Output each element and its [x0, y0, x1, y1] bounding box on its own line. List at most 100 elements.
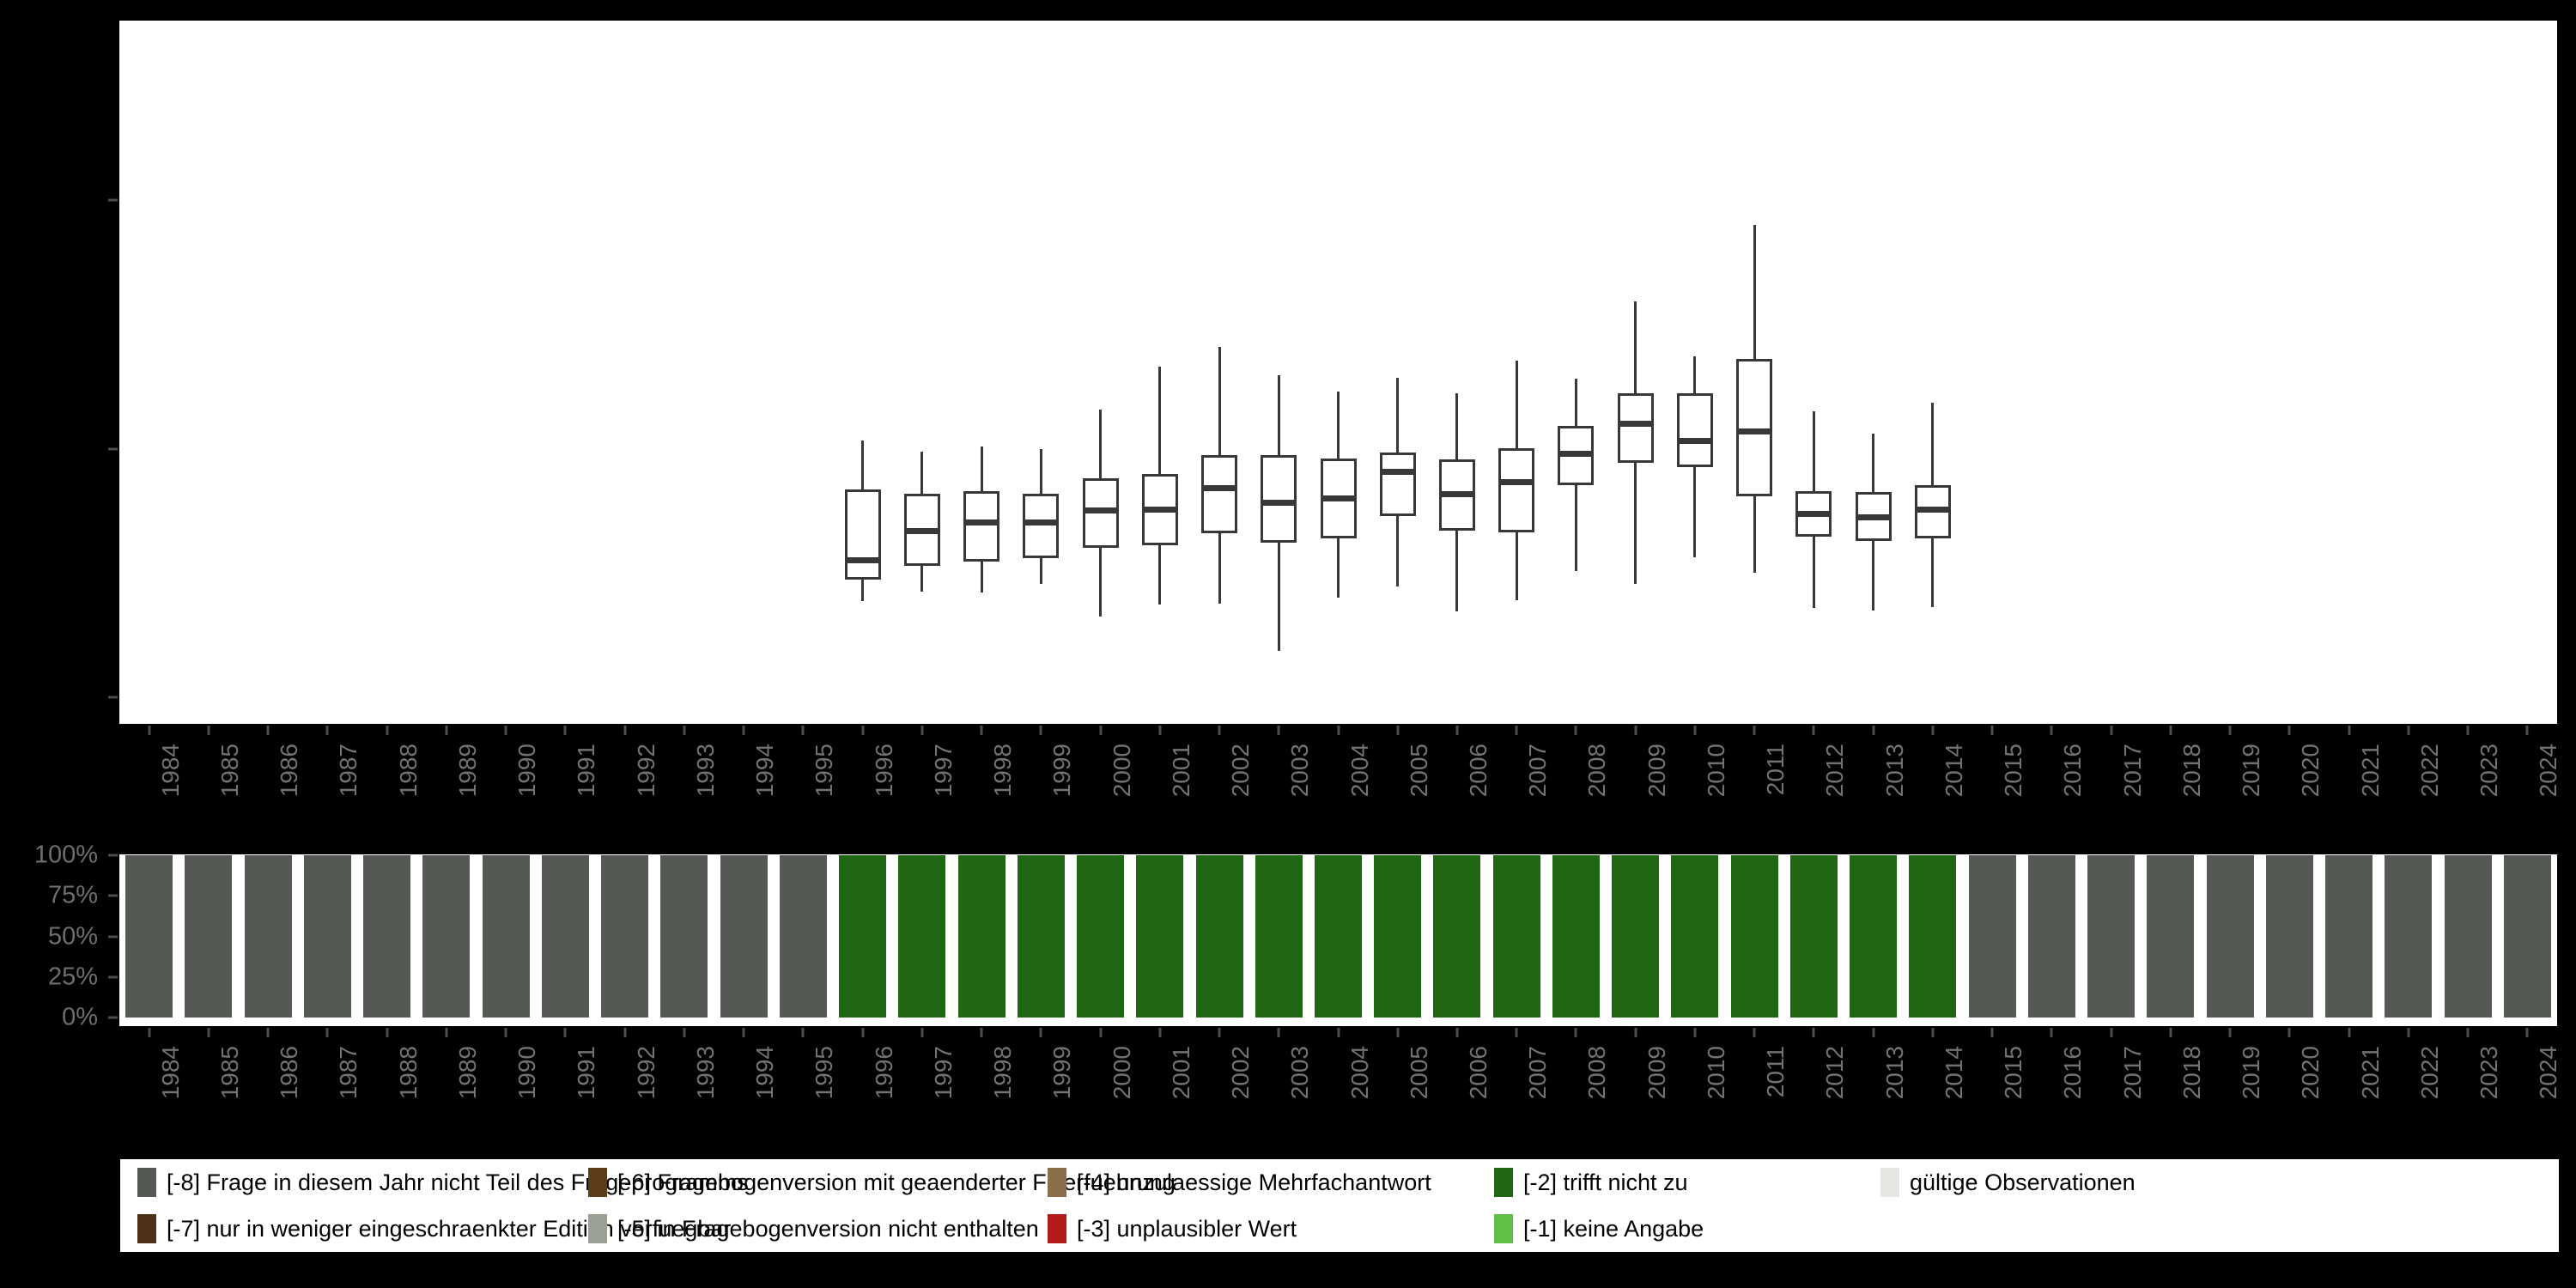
x-tick-mark: [683, 1028, 686, 1037]
x-tick-label-year: 1985: [216, 1046, 243, 1100]
boxplot-median-line: [1141, 506, 1178, 513]
bar-segment: [1789, 855, 1838, 1018]
x-tick-mark: [148, 1028, 151, 1037]
boxplot-lower-whisker: [920, 565, 924, 592]
x-tick-mark: [1277, 1028, 1280, 1037]
x-tick-mark: [2169, 726, 2172, 735]
x-tick-label-year: 1986: [276, 744, 303, 798]
boxplot-upper-whisker: [1218, 346, 1221, 456]
x-tick-label-year: 1996: [870, 744, 897, 798]
boxplot-median-line: [1736, 428, 1773, 435]
bar-segment: [898, 855, 946, 1018]
percent-tick-label: 0%: [62, 1003, 98, 1031]
legend-color-swatch: [588, 1168, 607, 1197]
x-tick-label-year: 1991: [573, 1046, 600, 1100]
bar-segment: [125, 855, 173, 1018]
x-tick-mark: [1872, 726, 1875, 735]
bar-segment: [1315, 855, 1362, 1018]
legend-item[interactable]: [-6] Fragebogenversion mit geaenderter F…: [588, 1159, 1176, 1206]
x-tick-label-year: 1999: [1048, 744, 1076, 798]
x-tick-mark: [563, 1028, 567, 1037]
boxplot-upper-whisker: [861, 440, 865, 489]
x-tick-label-year: 1993: [691, 744, 719, 798]
x-tick-mark: [386, 726, 389, 735]
legend-row: [-7] nur in weniger eingeschraenkter Edi…: [120, 1206, 2559, 1252]
boxplot-median-line: [1023, 519, 1060, 526]
bar-segment: [1374, 855, 1422, 1018]
x-tick-label-year: 2002: [1227, 1046, 1254, 1100]
legend-item[interactable]: gültige Observationen: [1880, 1159, 2136, 1206]
x-tick-label-year: 2012: [1821, 1046, 1849, 1100]
x-tick-label-year: 1999: [1048, 1046, 1076, 1100]
bar-segment: [1433, 855, 1481, 1018]
bar-segment: [2444, 855, 2492, 1018]
x-tick-mark: [1990, 726, 1994, 735]
legend-item[interactable]: [-8] Frage in diesem Jahr nicht Teil des…: [137, 1159, 749, 1206]
missing-value-bar-panel: 0% 25% 50% 75% 100% 1984 1985 1986 1987 1988 1989…: [0, 842, 2576, 1151]
x-tick-label-year: 1993: [691, 1046, 719, 1100]
x-tick-label-year: 1994: [751, 1046, 779, 1100]
boxplot-lower-whisker: [1515, 532, 1518, 600]
boxplot-upper-whisker: [920, 451, 924, 494]
x-tick-label-year: 2014: [1940, 1046, 1967, 1100]
x-tick-label-year: 1988: [394, 744, 422, 798]
bar-segment: [957, 855, 1005, 1018]
legend-item[interactable]: [-4] unzulaessige Mehrfachantwort: [1048, 1159, 1431, 1206]
boxplot-upper-whisker: [1812, 411, 1815, 491]
boxplot-lower-whisker: [1099, 548, 1103, 617]
bar-segment: [1017, 855, 1065, 1018]
bar-segment: [720, 855, 768, 1018]
percent-tick-mark: [108, 854, 118, 857]
boxplot-upper-whisker: [1158, 366, 1162, 475]
x-tick-mark: [563, 726, 567, 735]
x-tick-mark: [861, 1028, 865, 1037]
bar-segment: [1730, 855, 1778, 1018]
x-tick-mark: [266, 726, 270, 735]
bar-segment: [2027, 855, 2075, 1018]
bar-segment: [541, 855, 589, 1018]
legend-label: [-3] unplausibler Wert: [1077, 1215, 1297, 1242]
legend-color-swatch: [1494, 1168, 1513, 1197]
bar-segment: [1909, 855, 1957, 1018]
x-tick-label-year: 2005: [1405, 1046, 1432, 1100]
bar-segment: [244, 855, 292, 1018]
x-tick-mark: [445, 726, 448, 735]
x-tick-label-year: 2005: [1405, 744, 1432, 798]
x-tick-mark: [207, 726, 210, 735]
x-tick-mark: [1218, 1028, 1221, 1037]
boxplot-median-line: [1855, 513, 1892, 520]
legend-label: gültige Observationen: [1910, 1169, 2136, 1195]
boxplot-upper-whisker: [980, 446, 983, 491]
bar-segment: [601, 855, 649, 1018]
x-tick-label-year: 2001: [1167, 1046, 1194, 1100]
boxplot-lower-whisker: [1277, 542, 1280, 652]
legend-item[interactable]: [-3] unplausibler Wert: [1048, 1206, 1297, 1252]
x-tick-label-year: 2020: [2297, 744, 2324, 798]
x-tick-mark: [1455, 1028, 1459, 1037]
x-tick-mark: [1158, 1028, 1162, 1037]
boxplot-median-line: [1201, 485, 1237, 492]
legend-label: [-6] Fragebogenversion mit geaenderter F…: [617, 1169, 1176, 1195]
legend-item[interactable]: [-2] trifft nicht zu: [1494, 1159, 1688, 1206]
x-tick-label-year: 2017: [2118, 744, 2146, 798]
legend-item[interactable]: [-1] keine Angabe: [1494, 1206, 1704, 1252]
legend-item[interactable]: [-5] in Fragebogenversion nicht enthalte…: [588, 1206, 1039, 1252]
bar-segment: [2147, 855, 2195, 1018]
x-tick-label-year: 1984: [156, 1046, 184, 1100]
percent-tick-mark: [108, 894, 118, 897]
x-tick-label-year: 2021: [2356, 744, 2384, 798]
boxplot-lower-whisker: [1812, 536, 1815, 609]
x-tick-label-year: 1992: [632, 1046, 659, 1100]
x-tick-mark: [1396, 726, 1400, 735]
x-tick-mark: [1039, 1028, 1042, 1037]
legend-item[interactable]: [-7] nur in weniger eingeschraenkter Edi…: [137, 1206, 731, 1252]
x-tick-mark: [2407, 726, 2410, 735]
bar-segment: [2385, 855, 2433, 1018]
boxplot-iqr-box: [844, 489, 881, 580]
x-tick-mark: [1158, 726, 1162, 735]
boxplot-upper-whisker: [1574, 379, 1577, 426]
boxplot-median-line: [1676, 437, 1713, 444]
boxplot-median-line: [1438, 491, 1475, 498]
boxplot-upper-whisker: [1693, 356, 1697, 393]
legend-color-swatch: [137, 1214, 156, 1243]
